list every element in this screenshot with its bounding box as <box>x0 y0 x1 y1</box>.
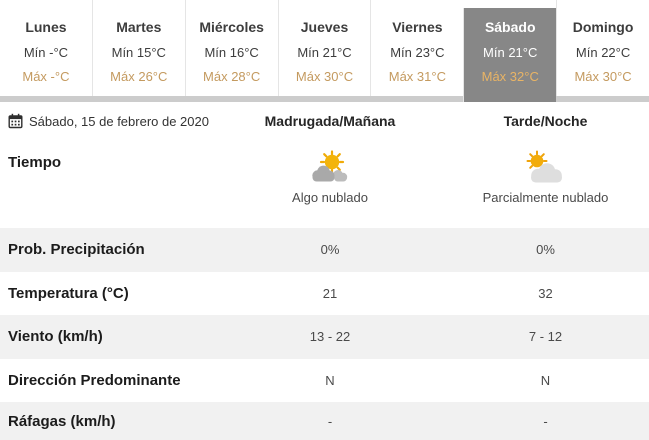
weather-cell-tarde: Parcialmente nublado <box>442 140 649 205</box>
max-temp-label: Máx 30°C <box>574 69 632 84</box>
row-label: Tiempo <box>8 154 62 171</box>
sun-behind-large-cloud-icon <box>524 150 568 189</box>
table-row-temperatura: Temperatura (°C) 21 32 <box>0 271 649 315</box>
row-label: Temperatura (°C) <box>8 284 129 302</box>
row-value-tarde: 7 - 12 <box>528 329 563 345</box>
min-temp-label: Mín 21°C <box>297 45 352 60</box>
row-value-madrugada: - <box>327 413 333 429</box>
row-value-madrugada: 0% <box>320 242 340 258</box>
row-label: Viento (km/h) <box>8 328 103 346</box>
max-temp-label: Máx 31°C <box>388 69 446 84</box>
row-label: Dirección Predominante <box>8 371 181 389</box>
tab-miercoles[interactable]: Miércoles Mín 16°C Máx 28°C <box>184 0 278 96</box>
day-label: Domingo <box>572 19 634 35</box>
day-label: Martes <box>116 19 162 35</box>
row-value-tarde: N <box>540 372 551 388</box>
table-row-viento: Viento (km/h) 13 - 22 7 - 12 <box>0 315 649 359</box>
row-value-madrugada: 13 - 22 <box>309 329 351 345</box>
row-value-madrugada: N <box>325 372 335 388</box>
weather-caption: Parcialmente nublado <box>482 190 609 205</box>
weather-cell-madrugada: Algo nublado <box>232 140 428 205</box>
day-label: Jueves <box>300 19 349 35</box>
day-label: Miércoles <box>199 19 264 35</box>
min-temp-label: Mín 15°C <box>111 45 166 60</box>
min-temp-label: Mín 23°C <box>390 45 445 60</box>
max-temp-label: Máx 26°C <box>110 69 168 84</box>
day-label: Lunes <box>25 19 67 35</box>
row-label: Ráfagas (km/h) <box>8 412 116 430</box>
date-text: Sábado, 15 de febrero de 2020 <box>29 113 209 129</box>
table-row-tiempo: Tiempo <box>0 140 649 228</box>
max-temp-label: Máx 28°C <box>203 69 261 84</box>
sun-behind-clouds-icon <box>308 150 352 189</box>
tab-jueves[interactable]: Jueves Mín 21°C Máx 30°C <box>277 0 371 96</box>
column-header-madrugada-manana: Madrugada/Mañana <box>264 113 396 129</box>
row-value-tarde: 32 <box>538 285 553 301</box>
tab-martes[interactable]: Martes Mín 15°C Máx 26°C <box>91 0 185 96</box>
tab-sabado-selected[interactable]: Sábado Mín 21°C Máx 32°C <box>463 8 557 102</box>
max-temp-label: Máx 30°C <box>295 69 354 84</box>
weather-caption: Algo nublado <box>292 190 368 205</box>
min-temp-label: Mín 22°C <box>575 45 631 60</box>
forecast-header-row: Sábado, 15 de febrero de 2020 Madrugada/… <box>0 102 649 140</box>
min-temp-label: Mín 16°C <box>204 45 259 60</box>
day-tab-bar: Lunes Mín -°C Máx -°C Martes Mín 15°C Má… <box>0 0 649 102</box>
tab-bar-bottom-band <box>0 96 649 102</box>
row-label: Prob. Precipitación <box>8 241 145 259</box>
day-label: Sábado <box>484 19 536 35</box>
table-row-direccion: Dirección Predominante N N <box>0 358 649 402</box>
calendar-icon <box>8 113 23 129</box>
date-cell: Sábado, 15 de febrero de 2020 <box>0 113 232 129</box>
row-value-tarde: 0% <box>536 242 555 258</box>
table-row-precipitacion: Prob. Precipitación 0% 0% <box>0 228 649 272</box>
table-row-rafagas: Ráfagas (km/h) - - <box>0 402 649 440</box>
column-header-tarde-noche: Tarde/Noche <box>503 113 588 129</box>
row-value-madrugada: 21 <box>322 285 338 301</box>
min-temp-label: Mín -°C <box>23 45 69 60</box>
max-temp-label: Máx -°C <box>22 69 70 84</box>
tab-lunes[interactable]: Lunes Mín -°C Máx -°C <box>0 0 92 96</box>
min-temp-label: Mín 21°C <box>483 45 538 60</box>
day-label: Viernes <box>392 19 443 35</box>
row-value-tarde: - <box>543 413 548 429</box>
tab-domingo[interactable]: Domingo Mín 22°C Máx 30°C <box>556 0 649 96</box>
tab-viernes[interactable]: Viernes Mín 23°C Máx 31°C <box>370 0 464 96</box>
max-temp-label: Máx 32°C <box>481 69 539 84</box>
